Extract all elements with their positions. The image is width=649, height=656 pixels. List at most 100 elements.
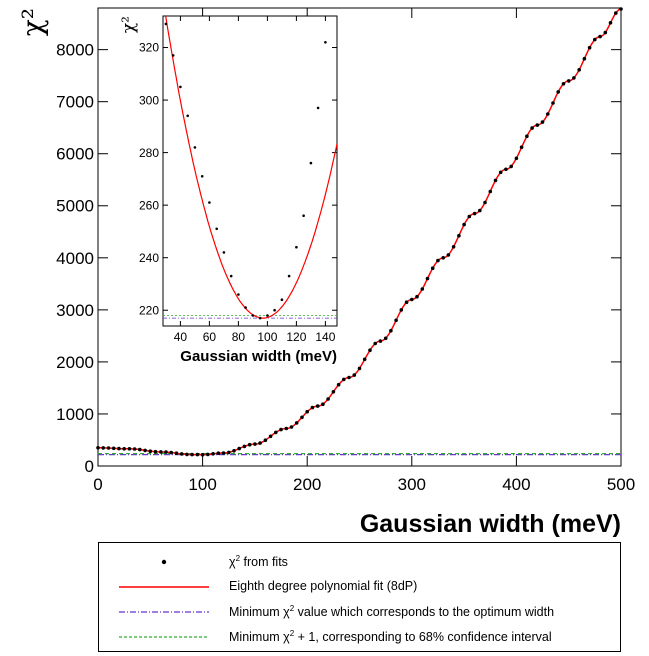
legend-label-minimum: Minimum χ2 value which corresponds to th… xyxy=(229,604,555,620)
main-data-point xyxy=(462,222,466,227)
main-data-point xyxy=(195,452,200,457)
main-data-point xyxy=(111,446,116,451)
main-data-point xyxy=(258,441,262,445)
main-y-tick-label: 3000 xyxy=(56,301,94,320)
main-data-point xyxy=(315,404,320,408)
main-data-point xyxy=(368,348,372,353)
main-data-point xyxy=(394,318,398,323)
main-data-point xyxy=(347,375,351,380)
main-y-tick-label: 4000 xyxy=(56,249,94,268)
main-data-point xyxy=(148,449,153,454)
main-data-point xyxy=(504,167,508,172)
main-data-point xyxy=(216,451,221,456)
inset-data-point xyxy=(266,314,269,317)
main-data-point xyxy=(556,90,560,94)
inset-data-point xyxy=(295,245,298,249)
legend-entry-confidence: Minimum χ2 + 1, corresponding to 68% con… xyxy=(99,626,620,648)
main-data-point xyxy=(525,134,529,138)
main-x-tick-label: 200 xyxy=(293,475,321,494)
main-data-point xyxy=(153,449,158,454)
inset-data-point xyxy=(273,308,276,312)
main-data-point xyxy=(206,452,210,457)
inset-data-point xyxy=(324,41,327,44)
inset-y-tick-label: 280 xyxy=(139,146,159,160)
legend-entry-points: χ2 from fits xyxy=(99,551,620,573)
main-data-point xyxy=(200,452,205,457)
main-data-point xyxy=(441,255,446,260)
main-data-point xyxy=(378,339,383,343)
main-y-tick-label: 6000 xyxy=(56,145,94,164)
main-data-point xyxy=(582,56,587,61)
main-data-point xyxy=(478,208,482,213)
main-y-tick-label: 0 xyxy=(85,457,94,476)
main-data-point xyxy=(404,300,409,305)
inset-data-point xyxy=(222,251,226,254)
inset-data-point xyxy=(193,146,197,149)
inset-x-tick-label: 80 xyxy=(232,330,246,344)
inset-data-point xyxy=(258,316,262,320)
inset-x-tick-label: 120 xyxy=(286,330,306,344)
main-data-point xyxy=(357,366,362,371)
main-x-tick-label: 500 xyxy=(607,475,635,494)
main-data-point xyxy=(294,421,299,425)
inset-data-point xyxy=(208,201,211,204)
inset-data-point xyxy=(200,175,204,178)
inset-y-tick-label: 240 xyxy=(139,251,159,265)
main-data-point xyxy=(587,45,592,50)
main-data-point xyxy=(389,328,393,333)
main-data-point xyxy=(603,30,608,35)
main-data-point xyxy=(425,276,430,281)
main-data-point xyxy=(310,405,315,410)
main-data-point xyxy=(253,442,257,446)
main-data-point xyxy=(227,450,231,455)
main-data-point xyxy=(530,126,534,130)
main-data-point xyxy=(122,447,126,451)
main-data-point xyxy=(190,452,194,457)
main-data-point xyxy=(572,76,576,80)
inset-y-tick-label: 220 xyxy=(139,303,159,317)
main-data-point xyxy=(247,442,252,447)
main-data-point xyxy=(546,112,550,116)
main-data-point xyxy=(232,449,236,453)
main-data-point xyxy=(268,434,273,439)
inset-plot: 40 60 80 100 120 140 220 240 260 280 300 320 Gaussia… xyxy=(119,15,338,365)
main-data-point xyxy=(598,34,602,39)
main-data-point xyxy=(619,7,623,11)
main-data-point xyxy=(420,287,425,291)
main-data-point xyxy=(493,178,498,183)
inset-data-point xyxy=(244,306,247,309)
inset-x-tick-label: 60 xyxy=(203,330,217,344)
legend-entry-minimum: Minimum χ2 value which corresponds to th… xyxy=(99,601,620,623)
main-data-point xyxy=(467,214,472,219)
main-data-point xyxy=(185,452,189,457)
main-data-point xyxy=(514,156,519,161)
inset-data-point xyxy=(164,22,168,26)
main-data-point xyxy=(608,21,613,25)
main-y-tick-label: 8000 xyxy=(56,41,94,60)
main-data-point xyxy=(352,373,357,377)
main-data-point xyxy=(342,377,346,382)
main-data-point xyxy=(593,37,597,42)
inset-data-point xyxy=(237,293,240,296)
main-data-point xyxy=(169,450,173,455)
main-data-point xyxy=(127,447,132,451)
main-data-point xyxy=(430,266,435,271)
inset-data-point xyxy=(309,161,313,165)
main-data-point xyxy=(488,189,493,194)
main-data-point xyxy=(362,357,367,362)
main-data-point xyxy=(242,444,247,449)
inset-data-point xyxy=(229,274,233,278)
main-y-tick-label: 2000 xyxy=(56,353,94,372)
main-data-point xyxy=(279,427,283,432)
main-data-point xyxy=(263,438,268,443)
main-data-point xyxy=(289,425,294,429)
main-data-point xyxy=(174,451,179,456)
main-data-point xyxy=(519,145,524,149)
main-data-point xyxy=(399,308,404,312)
inset-y-tick-label: 260 xyxy=(139,198,159,212)
main-data-point xyxy=(143,448,147,453)
inset-data-point xyxy=(251,314,255,317)
main-data-point xyxy=(221,451,226,455)
main-data-point xyxy=(237,446,241,451)
main-data-point xyxy=(101,446,105,450)
